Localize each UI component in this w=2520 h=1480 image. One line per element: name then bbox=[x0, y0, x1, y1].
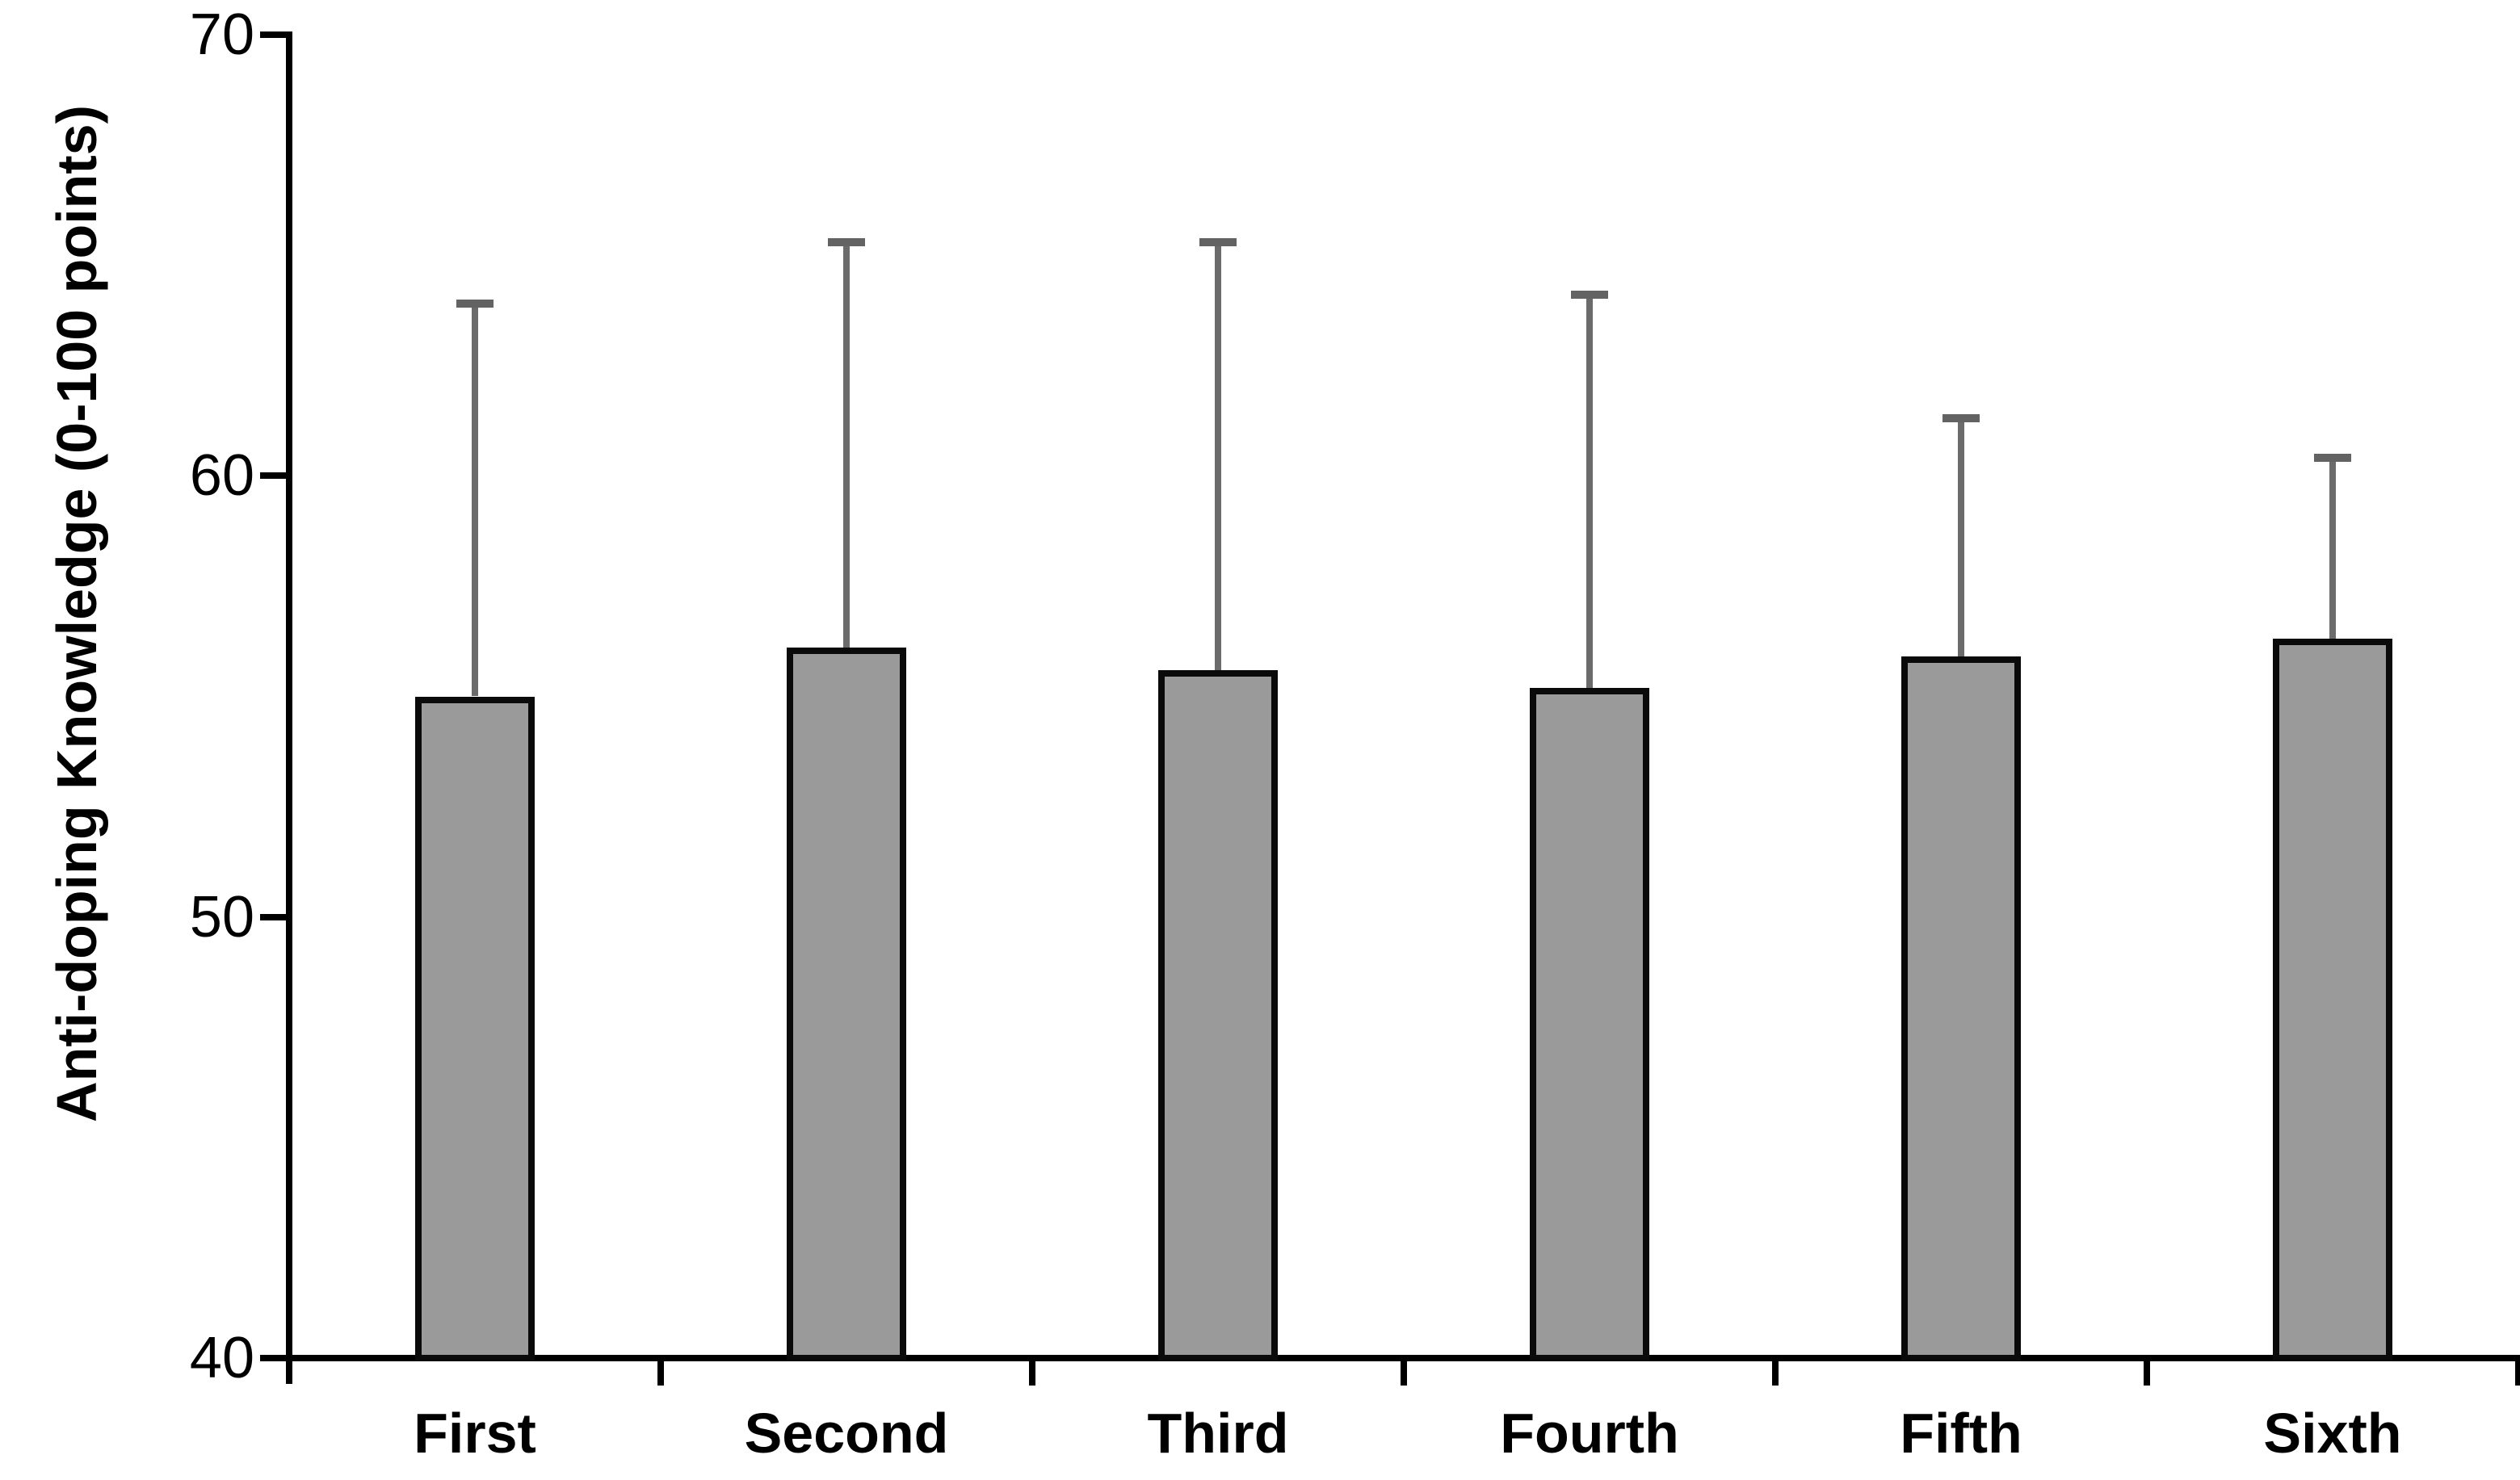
error-bar-cap bbox=[2314, 454, 2351, 463]
error-bar-stem bbox=[472, 304, 478, 697]
x-axis-tick bbox=[2515, 1361, 2520, 1386]
error-bar-cap bbox=[828, 237, 865, 246]
x-axis-tick bbox=[1401, 1361, 1407, 1386]
error-bar-cap bbox=[1199, 237, 1237, 246]
y-axis-tick bbox=[260, 31, 289, 38]
x-tick-label-second: Second bbox=[744, 1402, 949, 1465]
bar-fifth bbox=[1901, 656, 2021, 1361]
x-tick-label-fifth: Fifth bbox=[1900, 1402, 2022, 1465]
error-bar-stem bbox=[843, 241, 850, 648]
bar-third bbox=[1158, 669, 1278, 1361]
y-tick-label: 60 bbox=[189, 443, 254, 509]
x-tick-label-fourth: Fourth bbox=[1500, 1402, 1679, 1465]
bar-second bbox=[787, 648, 906, 1361]
y-axis-tick bbox=[260, 472, 289, 480]
y-axis-title: Anti-doping Knowledge (0-100 points) bbox=[45, 105, 108, 1122]
x-axis-tick bbox=[1772, 1361, 1779, 1386]
bar-first bbox=[415, 696, 535, 1361]
error-bar-cap bbox=[1942, 414, 1980, 423]
y-tick-label: 50 bbox=[189, 884, 254, 950]
y-tick-label: 70 bbox=[189, 2, 254, 67]
x-axis-tick bbox=[657, 1361, 664, 1386]
error-bar-stem bbox=[2329, 458, 2336, 639]
bar-fourth bbox=[1530, 687, 1649, 1361]
x-axis-tick bbox=[2144, 1361, 2150, 1386]
y-tick-label: 40 bbox=[189, 1326, 254, 1390]
error-bar-cap bbox=[456, 300, 494, 308]
x-tick-label-third: Third bbox=[1147, 1402, 1289, 1465]
y-axis-tick bbox=[260, 913, 289, 920]
error-bar-cap bbox=[1571, 291, 1608, 300]
x-tick-label-first: First bbox=[414, 1402, 536, 1465]
x-tick-label-sixth: Sixth bbox=[2263, 1402, 2402, 1465]
x-axis-tick bbox=[1029, 1361, 1035, 1386]
bar-sixth bbox=[2273, 639, 2392, 1361]
error-bar-stem bbox=[1958, 418, 1964, 657]
error-bar-stem bbox=[1215, 241, 1221, 670]
x-axis-line bbox=[260, 1355, 2520, 1361]
error-bar-stem bbox=[1586, 295, 1593, 688]
y-axis-line bbox=[286, 31, 292, 1384]
